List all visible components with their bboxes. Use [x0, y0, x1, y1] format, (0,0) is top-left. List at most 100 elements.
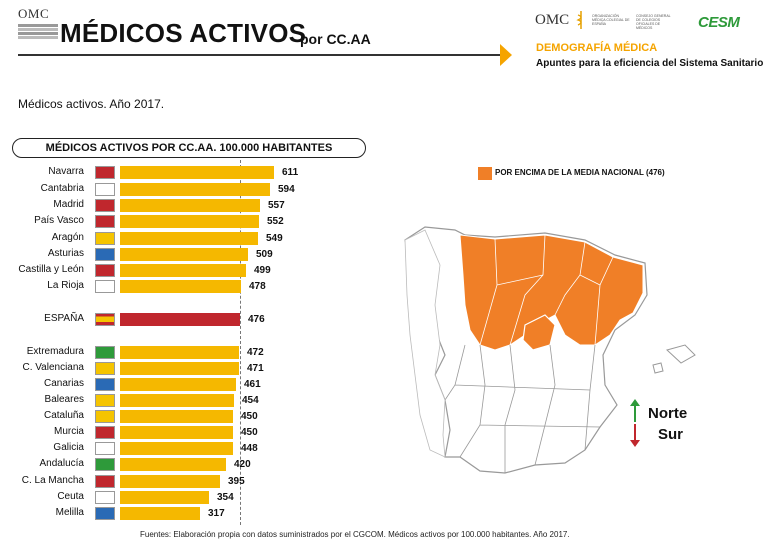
data-label: 454: [242, 395, 259, 406]
bar: [120, 426, 233, 439]
data-label: 476: [248, 314, 265, 325]
legend-swatch: [478, 167, 492, 180]
category-label: Cataluña: [43, 410, 84, 421]
data-label: 471: [247, 363, 264, 374]
page-header-title-suffix: por CC.AA: [300, 31, 371, 47]
region-flag-icon: [95, 458, 115, 471]
bar: [120, 280, 241, 293]
category-label: C. Valenciana: [22, 362, 84, 373]
north-label: Norte: [648, 405, 688, 422]
legend-label: POR ENCIMA DE LA MEDIA NACIONAL (476): [495, 168, 665, 177]
data-label: 594: [278, 184, 295, 195]
region-flag-icon: [95, 280, 115, 293]
omc-logo-left: OMC: [18, 6, 58, 40]
cesm-logo: CESM: [698, 14, 740, 31]
region-flag-icon: [95, 199, 115, 212]
national-average-line: [240, 160, 241, 525]
north-south-arrows: [630, 399, 640, 447]
category-label: Baleares: [44, 394, 84, 405]
category-label: Cantabria: [40, 183, 84, 194]
bar: [120, 475, 220, 488]
region-flag-icon: [95, 394, 115, 407]
south-arrow-icon: [630, 424, 640, 447]
bar: [120, 458, 226, 471]
spain-map: [404, 226, 696, 474]
data-label: 549: [266, 233, 283, 244]
region-flag-icon: [95, 491, 115, 504]
region-flag-icon: [95, 475, 115, 488]
bar: [120, 491, 209, 504]
category-label: Melilla: [55, 507, 84, 518]
category-label: ESPAÑA: [44, 313, 84, 324]
chart-title: MÉDICOS ACTIVOS POR CC.AA. 100.000 HABIT…: [12, 138, 366, 158]
national-average-bar: [120, 313, 240, 326]
data-label: 611: [282, 167, 299, 178]
data-label: 450: [241, 427, 258, 438]
north-arrow-icon: [630, 399, 640, 422]
bar: [120, 232, 258, 245]
bar: [120, 378, 236, 391]
region-flag-icon: [95, 442, 115, 455]
category-label: Extremadura: [26, 346, 84, 357]
category-label: Navarra: [48, 166, 84, 177]
bar: [120, 183, 270, 196]
omc-logo-small-text: [18, 24, 58, 39]
region-flag-icon: [95, 232, 115, 245]
category-label: Aragón: [51, 232, 84, 243]
category-label: Andalucía: [39, 458, 84, 469]
category-label: Canarias: [43, 378, 84, 389]
bar: [120, 346, 239, 359]
region-flag-icon: [95, 215, 115, 228]
bar: [120, 507, 200, 520]
region-flag-icon: [95, 378, 115, 391]
data-label: 552: [267, 216, 284, 227]
category-label: Asturias: [47, 248, 84, 259]
header-divider: [18, 54, 502, 56]
org-text-2: CONSEJO GENERAL DE COLEGIOS OFICIALES DE…: [636, 14, 671, 30]
data-label: 395: [228, 476, 245, 487]
category-label: Ceuta: [57, 491, 84, 502]
data-label: 317: [208, 508, 225, 519]
bar: [120, 199, 260, 212]
page-title: Médicos activos. Año 2017.: [18, 97, 165, 111]
region-flag-icon: [95, 248, 115, 261]
data-label: 450: [241, 411, 258, 422]
data-label: 354: [217, 492, 234, 503]
data-label: 472: [247, 347, 264, 358]
category-label: Galicia: [53, 442, 84, 453]
region-flag-icon: [95, 183, 115, 196]
section-title: DEMOGRAFÍA MÉDICA: [536, 42, 658, 54]
region-flag-icon: [95, 264, 115, 277]
region-flag-icon: [95, 346, 115, 359]
section-subtitle: Apuntes para la eficiencia del Sistema S…: [536, 58, 764, 69]
data-label: 448: [241, 443, 258, 454]
bar: [120, 442, 233, 455]
omc-logo-right: OMC: [535, 12, 570, 28]
region-flag-icon: [95, 507, 115, 520]
serpent-staff-icon: [576, 11, 582, 29]
category-label: C. La Mancha: [21, 475, 84, 486]
south-label: Sur: [658, 426, 684, 443]
balearic-islands: [666, 344, 696, 364]
region-flag-icon: [95, 362, 115, 375]
data-label: 478: [249, 281, 266, 292]
data-label: 461: [244, 379, 261, 390]
page-header-title: MÉDICOS ACTIVOS: [60, 18, 307, 48]
bar: [120, 410, 233, 423]
bar: [120, 166, 274, 179]
category-label: Madrid: [53, 199, 84, 210]
org-text-1: ORGANIZACIÓN MÉDICA COLEGIAL DE ESPAÑA: [592, 14, 630, 26]
data-label: 420: [234, 459, 251, 470]
region-flag-icon: [95, 410, 115, 423]
bar: [120, 394, 234, 407]
data-label: 499: [254, 265, 271, 276]
bar: [120, 362, 239, 375]
data-label: 509: [256, 249, 273, 260]
source-footnote: Fuentes: Elaboración propia con datos su…: [140, 530, 570, 539]
data-label: 557: [268, 200, 285, 211]
bar: [120, 215, 259, 228]
region-flag-icon: [95, 313, 115, 326]
portugal-outline: [404, 229, 446, 458]
bar: [120, 264, 246, 277]
region-flag-icon: [95, 426, 115, 439]
